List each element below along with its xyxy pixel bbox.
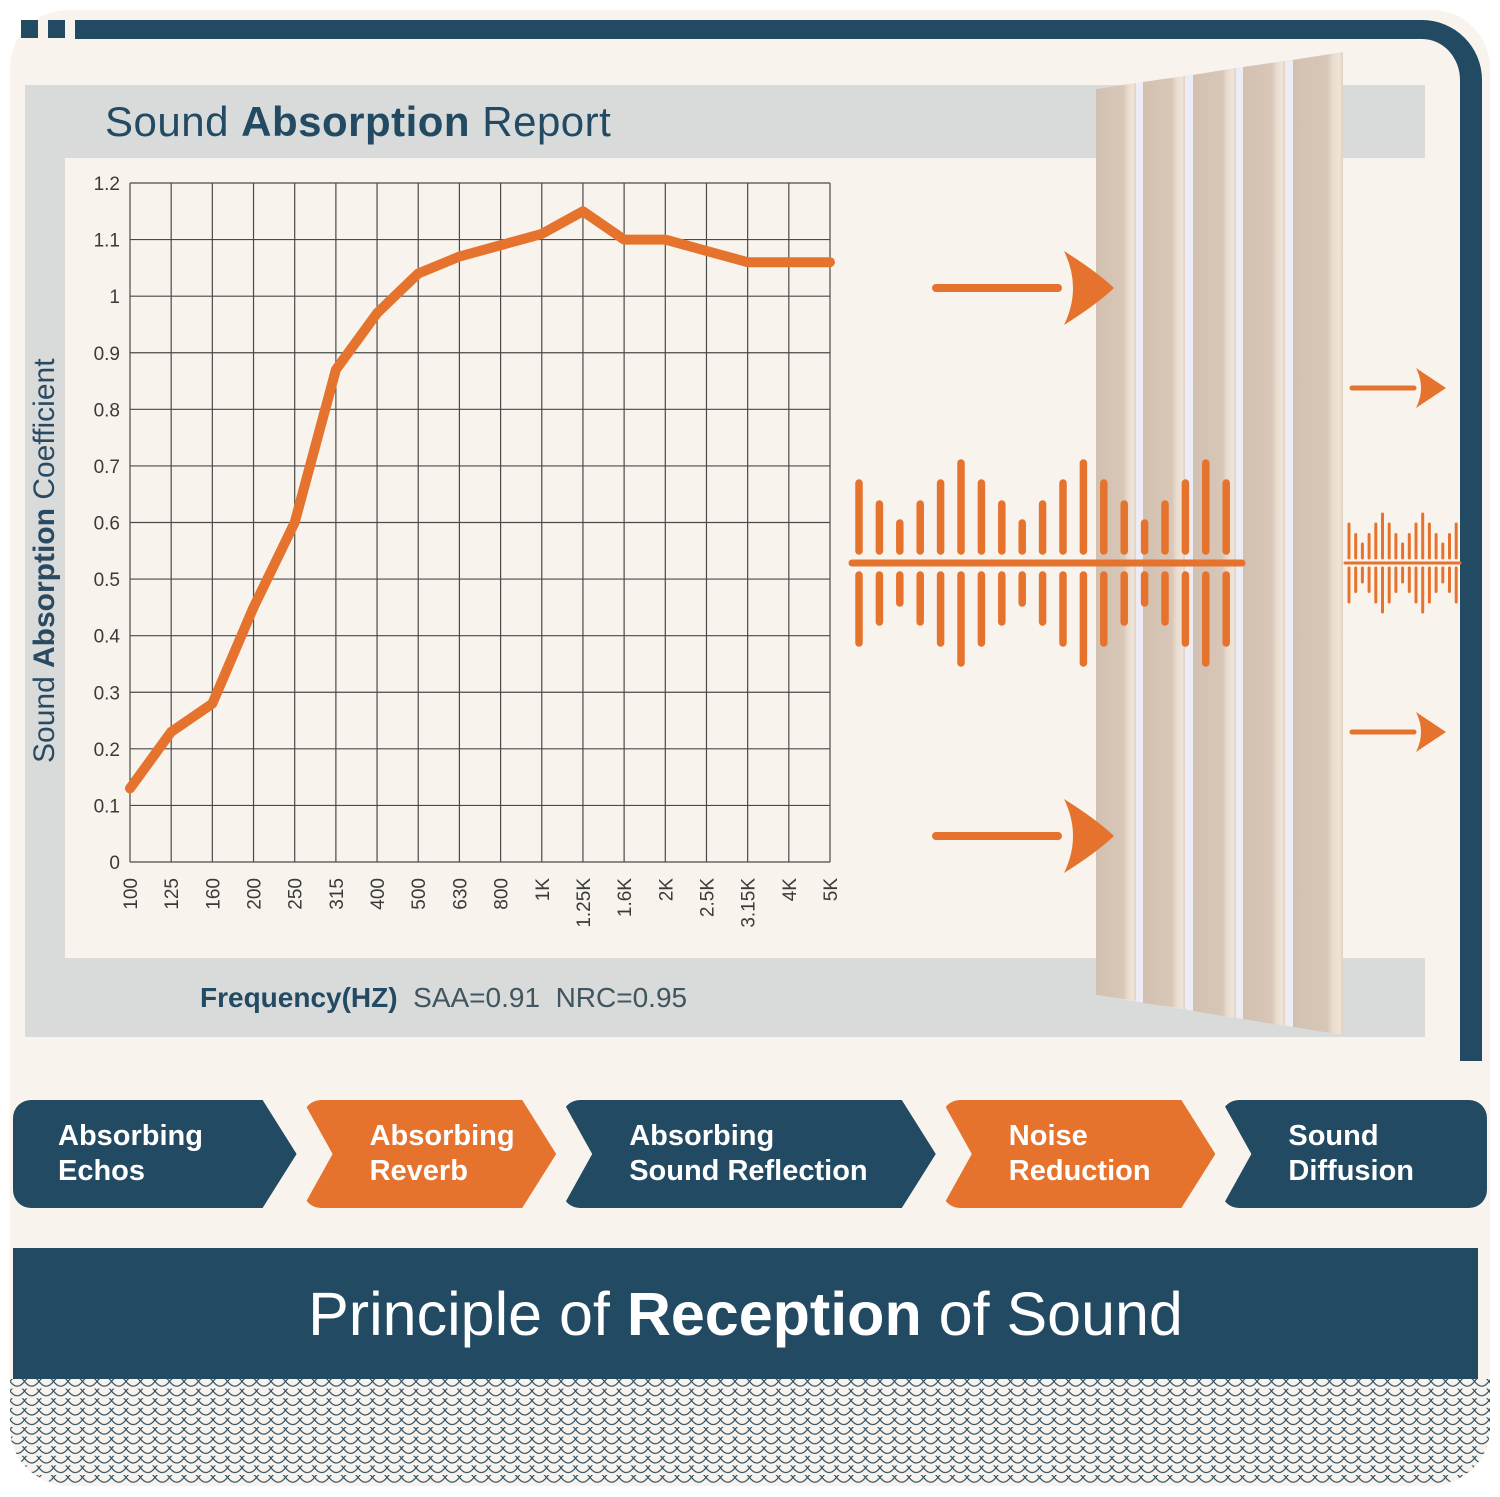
- banner-sound-diffusion: Sound Diffusion: [1221, 1100, 1487, 1208]
- frame-dash-icon: [21, 20, 38, 38]
- x-axis-band: Frequency(HZ) SAA=0.91 NRC=0.95: [25, 958, 1425, 1037]
- banner-label: Absorbing Reverb: [369, 1120, 515, 1187]
- nrc-value: NRC=0.95: [555, 981, 688, 1013]
- feature-banner-row: Absorbing Echos Absorbing Reverb Absorbi…: [13, 1100, 1487, 1208]
- banner-absorbing-sound-reflection: Absorbing Sound Reflection: [562, 1100, 936, 1208]
- banner-label: Absorbing Echos: [58, 1120, 203, 1187]
- banner-label: Noise Reduction: [1008, 1120, 1151, 1187]
- report-title-band: Sound Absorption Report: [25, 85, 1425, 158]
- report-title: Sound Absorption Report: [105, 97, 612, 145]
- x-axis-title: Frequency(HZ): [200, 981, 398, 1013]
- wave-pattern-strip: [10, 1379, 1490, 1484]
- banner-label: Sound Diffusion: [1288, 1120, 1415, 1187]
- y-axis-title: Sound Absorption Coefficient: [28, 358, 61, 764]
- y-axis-band: [25, 85, 65, 1037]
- banner-absorbing-reverb: Absorbing Reverb: [303, 1100, 557, 1208]
- banner-absorbing-echos: Absorbing Echos: [13, 1100, 297, 1208]
- frame-dash-icon: [48, 20, 65, 38]
- x-axis-caption: Frequency(HZ) SAA=0.91 NRC=0.95: [200, 982, 687, 1014]
- footer-title-banner: Principle of Reception of Sound: [13, 1248, 1478, 1379]
- banner-label: Absorbing Sound Reflection: [629, 1120, 868, 1187]
- saa-value: SAA=0.91: [413, 981, 541, 1013]
- banner-noise-reduction: Noise Reduction: [942, 1100, 1216, 1208]
